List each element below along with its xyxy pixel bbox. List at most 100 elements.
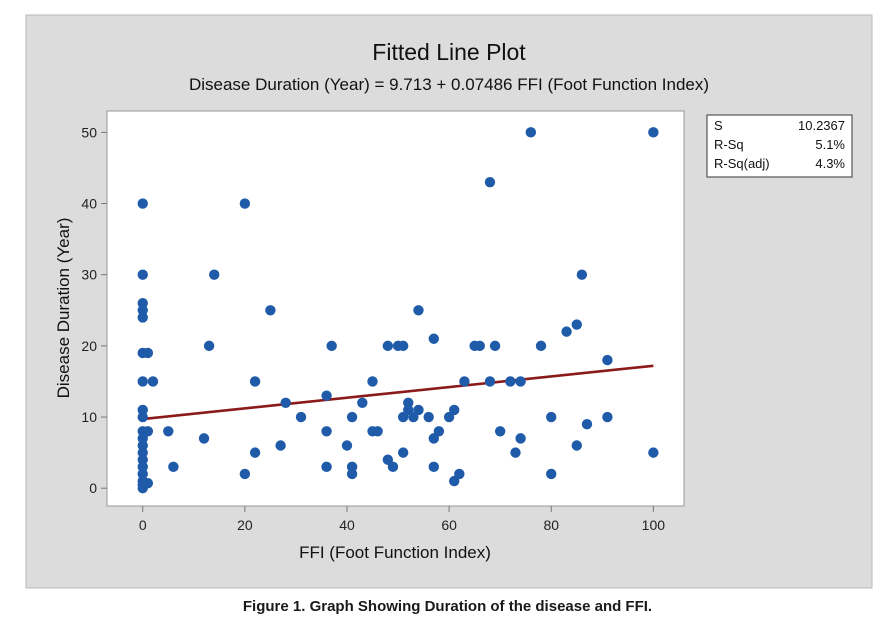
data-point — [505, 376, 516, 387]
data-point — [137, 376, 148, 387]
data-point — [209, 269, 220, 280]
stat-label: R-Sq — [714, 137, 744, 152]
x-axis-label: FFI (Foot Function Index) — [299, 543, 491, 562]
x-tick-label: 40 — [339, 517, 355, 533]
data-point — [137, 468, 148, 480]
data-point — [321, 461, 332, 473]
data-point — [142, 478, 154, 489]
stat-value: 4.3% — [815, 156, 845, 171]
data-point — [168, 461, 179, 473]
data-point — [449, 404, 460, 416]
data-point — [648, 447, 659, 458]
data-point — [163, 426, 174, 437]
data-point — [137, 411, 148, 423]
y-tick-label: 30 — [81, 267, 97, 283]
data-point — [474, 340, 485, 352]
data-point — [137, 198, 148, 209]
data-point — [484, 176, 496, 188]
data-point — [321, 426, 332, 437]
data-point — [295, 411, 307, 423]
data-point — [280, 397, 291, 409]
fit-line-group — [142, 364, 654, 421]
stat-label: S — [714, 118, 723, 133]
data-point — [137, 404, 148, 416]
data-point — [137, 305, 148, 316]
data-point — [341, 440, 353, 451]
data-points — [137, 127, 659, 494]
y-tick-label: 50 — [81, 124, 97, 140]
chart-title: Fitted Line Plot — [372, 39, 526, 65]
data-point — [137, 297, 148, 309]
data-point — [525, 127, 537, 138]
data-point — [147, 376, 159, 387]
data-point — [546, 411, 557, 423]
data-point — [433, 426, 445, 437]
y-tick-label: 40 — [81, 196, 97, 212]
data-point — [142, 426, 154, 437]
stat-label: R-Sq(adj) — [714, 156, 770, 171]
data-point — [137, 447, 148, 458]
data-point — [571, 440, 582, 451]
x-tick-label: 100 — [642, 517, 666, 533]
data-point — [265, 305, 276, 316]
axes: 0 20 40 60 80 100 0 10 20 30 40 50 — [81, 124, 665, 533]
data-point — [357, 397, 368, 409]
data-point — [489, 340, 501, 352]
data-point — [602, 354, 613, 366]
y-axis-label: Disease Duration (Year) — [54, 218, 73, 399]
data-point — [484, 376, 496, 387]
chart-subtitle: Disease Duration (Year) = 9.713 + 0.0748… — [189, 75, 709, 94]
data-point — [535, 340, 547, 352]
data-point — [428, 461, 439, 473]
x-tick-label: 80 — [543, 517, 559, 533]
data-point — [198, 433, 210, 444]
data-point — [515, 433, 526, 444]
fit-line — [142, 364, 654, 421]
y-tick-label: 10 — [81, 409, 97, 425]
data-point — [382, 340, 394, 352]
data-point — [321, 390, 332, 401]
data-point — [413, 305, 424, 316]
y-tick-label: 0 — [89, 480, 97, 496]
data-point — [346, 411, 358, 423]
data-point — [142, 347, 154, 359]
y-tick-label: 20 — [81, 338, 97, 354]
x-tick-label: 20 — [237, 517, 253, 533]
stats-box-border — [706, 114, 853, 178]
data-point — [326, 340, 337, 352]
x-tick-label: 0 — [139, 517, 147, 533]
data-point — [510, 447, 521, 458]
stat-value: 10.2367 — [798, 118, 845, 133]
data-point — [561, 326, 572, 337]
data-point — [203, 340, 215, 352]
data-point — [372, 426, 383, 437]
data-point — [571, 319, 582, 330]
data-point — [137, 269, 148, 280]
data-point — [403, 397, 414, 409]
data-point — [137, 440, 148, 451]
data-point — [397, 340, 409, 352]
data-point — [581, 418, 593, 430]
data-point — [494, 426, 506, 437]
data-point — [423, 411, 434, 423]
data-point — [602, 411, 613, 423]
data-point — [413, 404, 424, 416]
data-point — [249, 447, 261, 458]
data-point — [137, 454, 148, 465]
data-point — [249, 376, 261, 387]
data-point — [137, 312, 148, 323]
stats-box: S 10.2367 R-Sq 5.1% R-Sq(adj) 4.3% — [706, 114, 853, 178]
data-point — [367, 376, 378, 387]
data-point — [454, 468, 465, 480]
data-point — [137, 461, 148, 473]
data-point — [428, 333, 439, 344]
data-point — [546, 468, 557, 480]
data-point — [239, 468, 251, 480]
data-point — [459, 376, 470, 387]
data-point — [397, 447, 409, 458]
data-point — [346, 461, 358, 473]
data-point — [387, 461, 399, 473]
data-point — [648, 127, 659, 138]
plot-area — [106, 110, 685, 507]
